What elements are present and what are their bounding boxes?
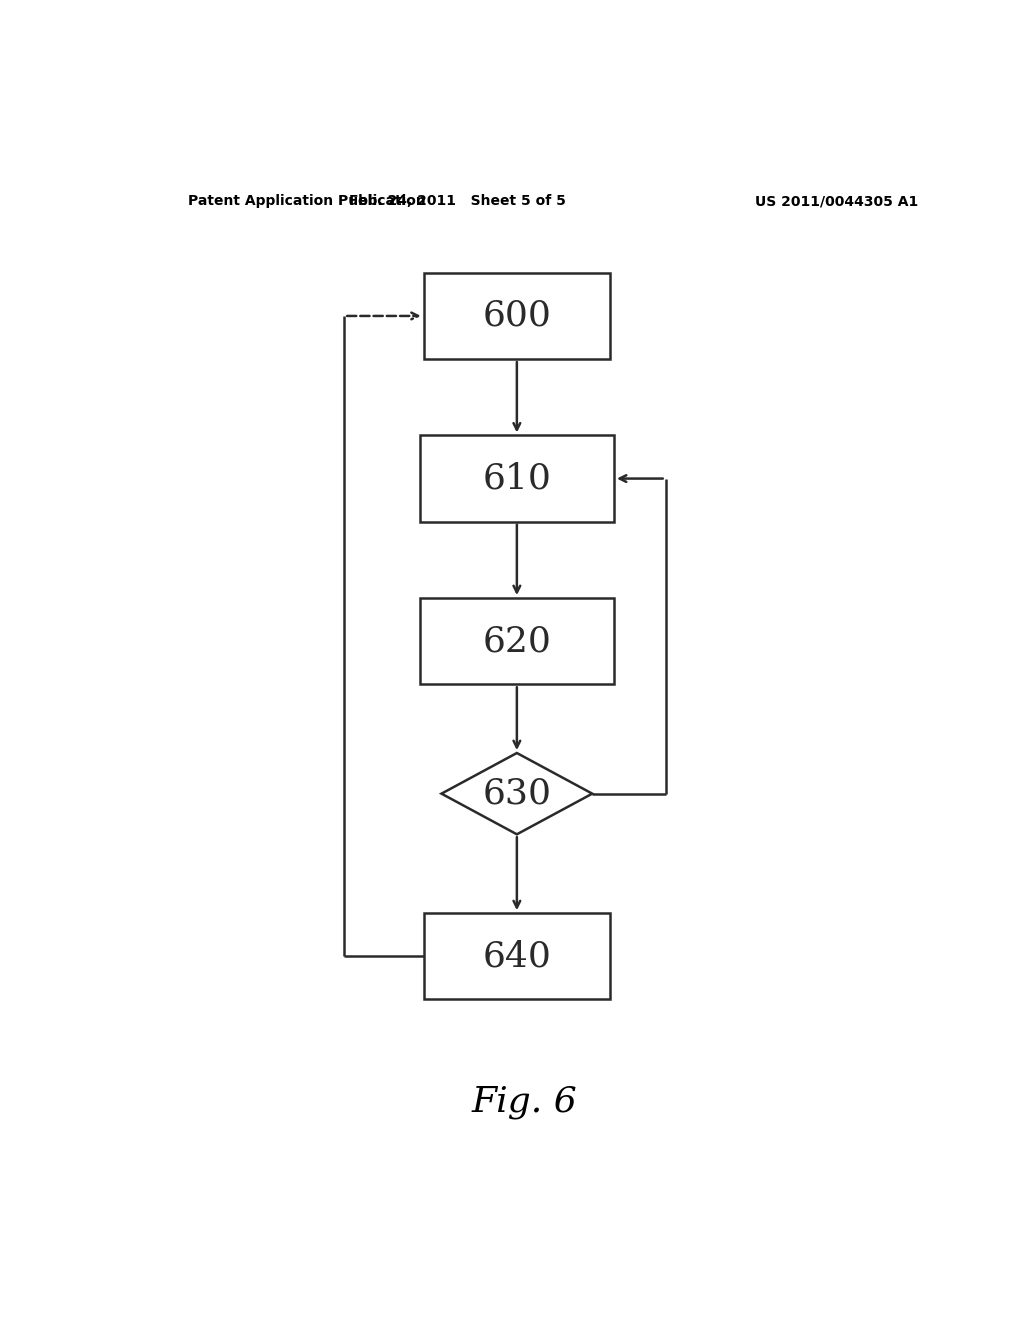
Polygon shape [441, 752, 592, 834]
Bar [424, 273, 610, 359]
Text: Fig. 6: Fig. 6 [472, 1085, 578, 1118]
Text: 640: 640 [482, 940, 551, 973]
Bar [420, 598, 614, 684]
Text: Feb. 24, 2011   Sheet 5 of 5: Feb. 24, 2011 Sheet 5 of 5 [349, 194, 566, 209]
Bar [420, 436, 614, 521]
Text: 630: 630 [482, 776, 551, 810]
Text: 600: 600 [482, 298, 551, 333]
Bar [424, 913, 610, 999]
Text: 620: 620 [482, 624, 551, 659]
Text: US 2011/0044305 A1: US 2011/0044305 A1 [755, 194, 919, 209]
Text: Patent Application Publication: Patent Application Publication [187, 194, 425, 209]
Text: 610: 610 [482, 462, 551, 495]
